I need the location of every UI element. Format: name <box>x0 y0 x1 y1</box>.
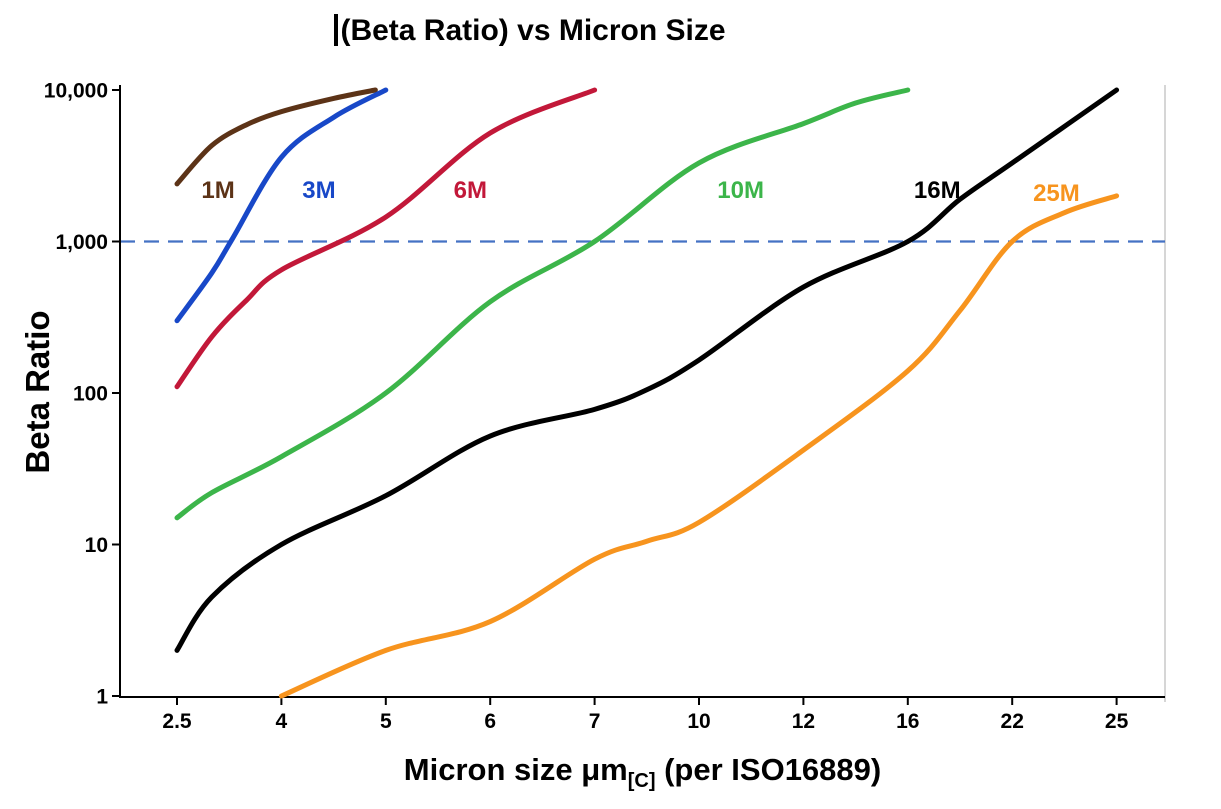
x-tick-label: 12 <box>792 710 815 733</box>
chart-title-wrap: (Beta Ratio) vs Micron Size <box>0 14 1060 48</box>
series-label-6M: 6M <box>454 177 487 204</box>
y-tick-label: 100 <box>73 382 108 405</box>
x-tick-label: 4 <box>276 710 288 733</box>
x-tick-label: 6 <box>484 710 496 733</box>
x-tick-label: 10 <box>687 710 710 733</box>
x-tick-label: 25 <box>1105 710 1129 733</box>
series-group <box>174 87 1120 699</box>
x-tick-label: 5 <box>380 710 392 733</box>
series-label-16M: 16M <box>914 177 961 204</box>
y-tick-label: 1 <box>96 685 108 708</box>
x-tick-label: 7 <box>589 710 601 733</box>
x-tick-label: 2.5 <box>162 710 192 733</box>
series-label-10M: 10M <box>717 177 764 204</box>
y-tick-label: 1,000 <box>55 231 108 254</box>
chart-title: (Beta Ratio) vs Micron Size <box>340 14 726 47</box>
series-label-1M: 1M <box>201 177 234 204</box>
series-line-25M <box>278 193 1120 699</box>
y-tick-label: 10 <box>85 534 108 557</box>
series-line-1M <box>174 87 378 187</box>
series-line-6M <box>174 87 598 390</box>
x-axis-title-subscript: [C] <box>627 770 656 793</box>
series-label-3M: 3M <box>302 177 335 204</box>
x-tick-label: 16 <box>896 710 919 733</box>
x-tick-label: 22 <box>1001 710 1024 733</box>
x-axis-title-rest: (per ISO16889) <box>655 752 882 787</box>
series-line-16M <box>174 87 1120 653</box>
series-label-25M: 25M <box>1033 180 1080 207</box>
y-tick-label: 10,000 <box>44 79 108 102</box>
series-line-10M <box>174 87 911 521</box>
title-cursor-bar <box>334 14 339 46</box>
x-axis-title-main: Micron size μm <box>403 752 628 787</box>
x-axis-title: Micron size μm[C] (per ISO16889) <box>120 752 1165 793</box>
series-line-3M <box>174 87 389 324</box>
y-axis-title: Beta Ratio <box>19 310 56 474</box>
